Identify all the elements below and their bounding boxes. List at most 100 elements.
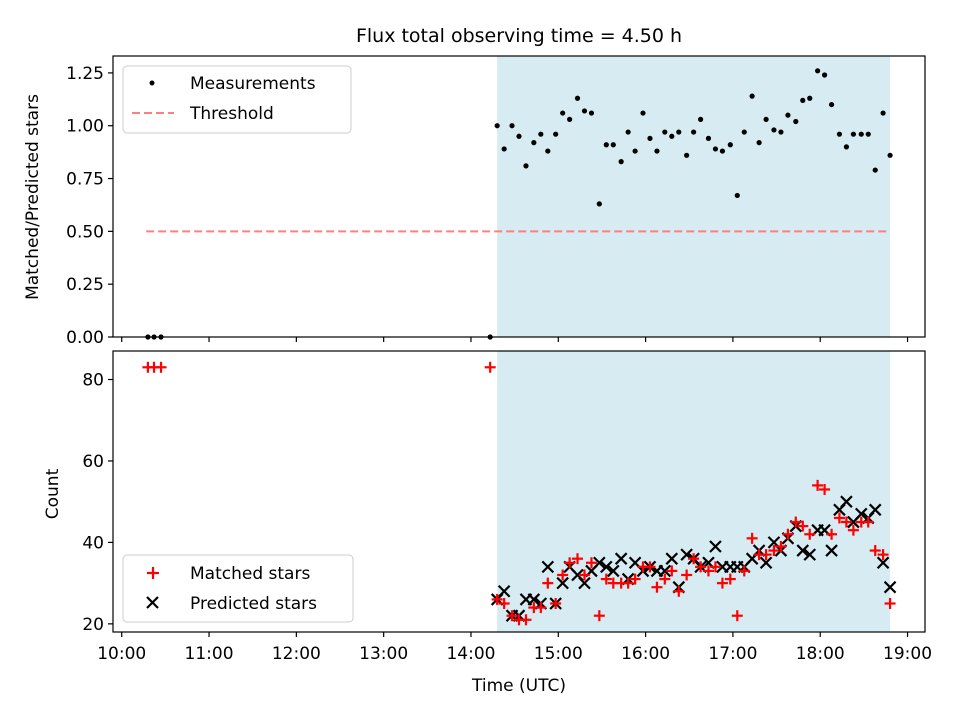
matched-star-point bbox=[760, 549, 772, 561]
count-points bbox=[142, 361, 897, 626]
measurement-point bbox=[705, 135, 712, 141]
predicted-star-stroke bbox=[628, 556, 642, 570]
matched-star-point bbox=[869, 545, 881, 557]
legend-threshold-label: Threshold bbox=[189, 104, 274, 124]
matched-star-point bbox=[884, 597, 896, 609]
measurement-point bbox=[603, 142, 609, 148]
x-tick-label: 13:00 bbox=[359, 644, 408, 664]
measurement-point bbox=[741, 129, 747, 135]
predicted-star-stroke bbox=[527, 593, 541, 606]
predicted-star-point bbox=[578, 576, 591, 590]
matched-star-point bbox=[847, 524, 859, 536]
matched-star-point bbox=[826, 528, 838, 540]
matched-star-point bbox=[673, 585, 685, 597]
measurement-point bbox=[872, 167, 878, 173]
predicted-star-point bbox=[614, 552, 628, 565]
x-tick-label: 15:00 bbox=[534, 644, 583, 664]
predicted-star-stroke bbox=[709, 540, 722, 553]
measurement-point bbox=[654, 148, 660, 154]
matched-star-point bbox=[819, 483, 831, 495]
measurement-point bbox=[712, 146, 719, 152]
predicted-star-stroke bbox=[658, 564, 672, 578]
legend-matched-label: Matched stars bbox=[190, 564, 310, 584]
measurement-point bbox=[596, 201, 602, 207]
measurement-point bbox=[588, 110, 595, 116]
matched-star-point bbox=[506, 610, 518, 622]
measurement-point bbox=[662, 129, 668, 135]
predicted-star-stroke bbox=[803, 548, 817, 561]
measurement-point bbox=[887, 152, 893, 158]
matched-star-point bbox=[833, 512, 845, 524]
predicted-star-point bbox=[709, 540, 722, 553]
predicted-star-point bbox=[607, 564, 620, 578]
predicted-star-stroke bbox=[497, 584, 511, 598]
predicted-star-stroke bbox=[593, 556, 606, 570]
measurement-point bbox=[516, 133, 522, 139]
matched-star-point bbox=[498, 597, 510, 609]
predicted-star-stroke bbox=[876, 556, 890, 570]
measurement-point bbox=[560, 110, 566, 116]
measurement-point bbox=[691, 129, 697, 135]
measurement-point bbox=[581, 108, 588, 114]
matched-star-point bbox=[578, 569, 590, 581]
measurement-point bbox=[785, 112, 791, 118]
measurement-point bbox=[632, 148, 638, 154]
matched-star-point bbox=[585, 557, 597, 569]
matched-star-point bbox=[716, 577, 728, 589]
predicted-star-point bbox=[868, 503, 882, 517]
measurement-point bbox=[756, 140, 762, 146]
matched-star-point bbox=[666, 565, 678, 577]
y-tick-label: 80 bbox=[82, 371, 104, 391]
measurement-point bbox=[815, 68, 821, 74]
predicted-star-stroke bbox=[556, 576, 569, 590]
bottom-y-axis-label: Count bbox=[43, 468, 63, 519]
matched-star-point bbox=[768, 545, 780, 557]
matched-star-point bbox=[731, 610, 743, 622]
bottom-legend: Matched stars Predicted stars bbox=[122, 554, 354, 623]
matched-star-point bbox=[155, 361, 167, 373]
matched-star-point bbox=[564, 557, 576, 569]
observing-window-shade-top bbox=[497, 56, 891, 337]
x-axis-label: Time (UTC) bbox=[471, 676, 566, 696]
measurement-point bbox=[749, 93, 755, 99]
predicted-star-point bbox=[883, 580, 897, 594]
measurement-point bbox=[669, 133, 675, 139]
predicted-star-stroke bbox=[680, 548, 693, 561]
predicted-star-point bbox=[658, 564, 672, 578]
y-tick-label: 20 bbox=[82, 615, 104, 635]
matched-star-point bbox=[535, 602, 547, 614]
matched-star-point bbox=[593, 610, 605, 622]
matched-star-point bbox=[557, 569, 569, 581]
measurement-point bbox=[793, 118, 799, 125]
top-x-ticks bbox=[121, 337, 909, 342]
measurement-point bbox=[771, 127, 777, 133]
top-y-ticks: 0.00 0.25 0.50 0.75 1.00 1.25 bbox=[66, 64, 113, 348]
chart-title: Flux total observing time = 4.50 h bbox=[356, 25, 682, 47]
top-axes-frame bbox=[112, 55, 926, 338]
predicted-star-stroke bbox=[607, 564, 620, 578]
matched-star-point bbox=[622, 577, 634, 589]
matched-star-point bbox=[709, 561, 721, 573]
predicted-star-point bbox=[665, 552, 679, 565]
top-y-axis-label: Matched/Predicted stars bbox=[23, 94, 43, 300]
predicted-star-point bbox=[803, 548, 817, 561]
bottom-y-ticks: 20 40 60 80 bbox=[82, 371, 113, 635]
measurement-point bbox=[734, 192, 740, 199]
matched-star-point bbox=[542, 577, 554, 589]
legend-measurements-label: Measurements bbox=[190, 74, 316, 94]
matched-star-point bbox=[644, 561, 656, 573]
measurement-point bbox=[640, 110, 646, 116]
measurement-point bbox=[647, 135, 653, 141]
matched-star-point bbox=[804, 528, 816, 540]
y-tick-label: 0.00 bbox=[66, 328, 104, 348]
matched-star-point bbox=[550, 597, 562, 609]
predicted-star-stroke bbox=[854, 507, 868, 521]
measurement-point bbox=[545, 148, 551, 154]
matched-star-point bbox=[571, 553, 583, 565]
measurement-point bbox=[531, 140, 537, 146]
x-tick-label: 17:00 bbox=[708, 644, 757, 664]
matched-star-point bbox=[491, 593, 503, 605]
matched-star-point bbox=[746, 532, 758, 544]
predicted-star-point bbox=[497, 584, 511, 598]
measurement-points bbox=[145, 68, 893, 340]
